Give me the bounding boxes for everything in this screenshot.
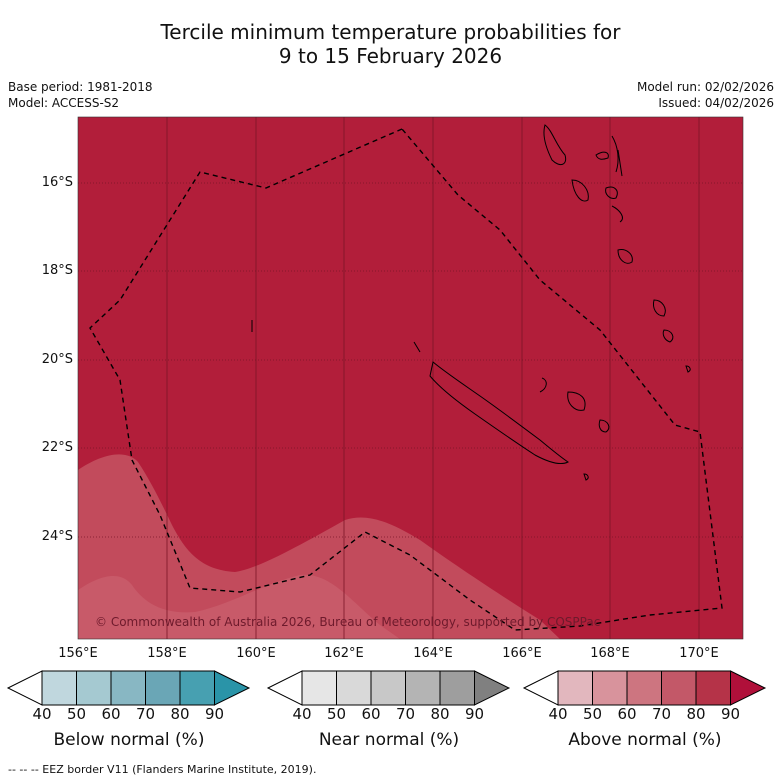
lon-label-170e: 170°E (679, 646, 719, 661)
colorbar-below-segment-3 (110, 670, 146, 706)
chart-title-line1: Tercile minimum temperature probabilitie… (160, 20, 621, 44)
colorbar-below-tick-40: 40 (32, 705, 52, 723)
colorbar-below-tick-70: 70 (135, 705, 156, 723)
colorbar-below-tick-60: 60 (101, 705, 121, 723)
colorbar-below-max-arrow (214, 670, 251, 706)
colorbar-above-tick-50: 50 (582, 705, 603, 723)
lon-label-156e: 156°E (58, 646, 98, 661)
colorbar-above-label: Above normal (%) (568, 730, 722, 750)
colorbar-above-segment-1 (557, 670, 593, 706)
model-name: Model: ACCESS-S2 (8, 96, 120, 110)
colorbar-below-segment-1 (41, 670, 77, 706)
colorbar-above-tick-60: 60 (617, 705, 637, 723)
lat-label-20s: 20°S (41, 352, 73, 367)
colorbar-above-tick-70: 70 (651, 705, 672, 723)
colorbar-near-min-arrow (266, 670, 303, 706)
coastlines (251, 124, 691, 481)
colorbar-near-tick-40: 40 (292, 705, 312, 723)
vanuatu-maewo (611, 135, 619, 173)
colorbar-near-segment-5 (439, 670, 475, 706)
vanuatu-efate (617, 249, 633, 264)
belep-islands (413, 341, 421, 353)
colorbar-near-max-arrow (474, 670, 511, 706)
colorbar-near-segment-1 (301, 670, 337, 706)
eez-border (89, 128, 723, 631)
colorbar-above-segment-5 (695, 670, 731, 706)
colorbar-above-segment-3 (626, 670, 662, 706)
colorbar-above-min-arrow (522, 670, 559, 706)
colorbar-below (6, 670, 251, 706)
probability-above-70-region (78, 574, 400, 639)
lon-label-162e: 162°E (324, 646, 364, 661)
lon-label-168e: 168°E (590, 646, 630, 661)
colorbar-near-label: Near normal (%) (318, 730, 460, 750)
vanuatu-epi (611, 205, 623, 223)
colorbar-near-tick-50: 50 (326, 705, 347, 723)
colorbar-near-tick-60: 60 (361, 705, 381, 723)
colorbar-above-tick-80: 80 (686, 705, 706, 723)
vanuatu-espiritu-santo (543, 124, 567, 166)
vanuatu-tanna (662, 329, 674, 343)
model-run: Model run: 02/02/2026 (636, 80, 774, 94)
new-caledonia-coastline (429, 361, 569, 465)
colorbar-below-tick-80: 80 (170, 705, 190, 723)
vanuatu-erromango (653, 299, 666, 317)
eez-legend: -- -- -- EEZ border V11 (Flanders Marine… (8, 763, 317, 776)
isle-of-pines (583, 473, 589, 481)
loyalty-island-mare (598, 419, 610, 433)
lat-label-18s: 18°S (41, 263, 73, 278)
colorbar-below-min-arrow (6, 670, 43, 706)
map-area: © Commonwealth of Australia 2026, Bureau… (78, 117, 743, 639)
colorbar-above-tick-90: 90 (720, 705, 741, 723)
lon-label-160e: 160°E (236, 646, 276, 661)
colorbar-near-tick-90: 90 (464, 705, 485, 723)
map-graticule (78, 117, 743, 639)
colorbar-near (266, 670, 511, 706)
colorbar-below-label: Below normal (%) (53, 730, 205, 750)
vanuatu-ambae (595, 151, 609, 160)
loyalty-island-ouvea (539, 377, 547, 393)
vanuatu-ambrym (605, 186, 618, 199)
vanuatu-aneityum (685, 365, 691, 373)
chart-title-line2: 9 to 15 February 2026 (278, 44, 503, 68)
lon-label-164e: 164°E (413, 646, 453, 661)
lat-label-24s: 24°S (41, 529, 73, 544)
colorbar-near-tick-70: 70 (395, 705, 416, 723)
colorbar-above-segment-4 (661, 670, 697, 706)
colorbar-above (522, 670, 767, 706)
lat-label-22s: 22°S (41, 440, 73, 455)
colorbar-below-tick-90: 90 (204, 705, 225, 723)
probability-above-80-region (78, 454, 560, 639)
colorbar-near-segment-4 (405, 670, 441, 706)
colorbar-below-segment-2 (76, 670, 112, 706)
colorbar-above-tick-40: 40 (548, 705, 568, 723)
colorbar-below-segment-5 (179, 670, 215, 706)
map-frame (77, 116, 744, 640)
lon-label-158e: 158°E (147, 646, 187, 661)
copyright-notice: © Commonwealth of Australia 2026, Bureau… (95, 615, 600, 629)
colorbar-below-tick-50: 50 (66, 705, 87, 723)
base-period: Base period: 1981-2018 (8, 80, 153, 94)
lat-label-16s: 16°S (41, 175, 73, 190)
vanuatu-malekula (571, 179, 589, 202)
loyalty-island-lifou (567, 391, 586, 411)
colorbar-above-segment-2 (592, 670, 628, 706)
issued-date: Issued: 04/02/2026 (658, 96, 774, 110)
lon-label-166e: 166°E (502, 646, 542, 661)
colorbar-near-segment-2 (336, 670, 372, 706)
colorbar-above-max-arrow (730, 670, 767, 706)
vanuatu-pentecost (617, 149, 623, 177)
colorbar-near-segment-3 (370, 670, 406, 706)
colorbar-below-segment-4 (145, 670, 181, 706)
colorbar-near-tick-80: 80 (430, 705, 450, 723)
